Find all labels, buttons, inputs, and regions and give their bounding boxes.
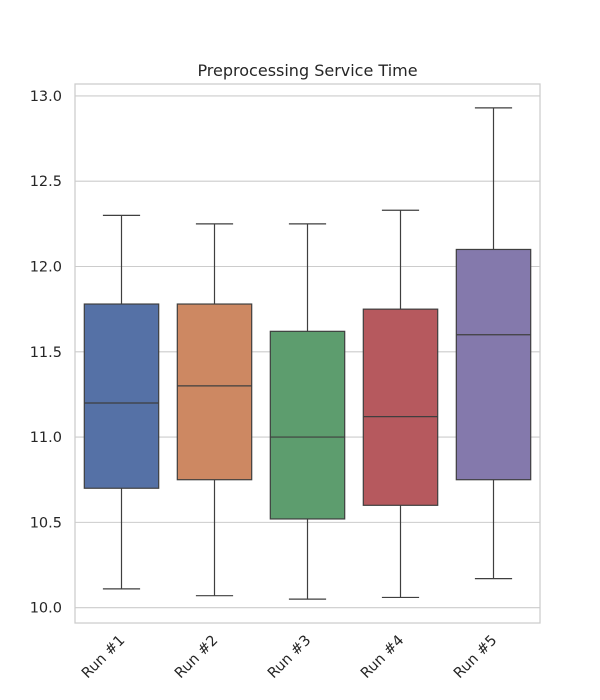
x-tick-label: Run #1 <box>79 633 128 682</box>
iqr-box <box>362 308 439 506</box>
iqr-box <box>455 248 532 481</box>
y-tick-label: 13.0 <box>30 89 62 105</box>
plot-frame <box>74 83 541 624</box>
y-tick-label: 10.5 <box>30 515 62 531</box>
x-tick-label: Run #4 <box>358 633 407 682</box>
x-axis-ticks: Run #1 Run #2 Run #3 Run #4 Run #5 <box>79 633 500 682</box>
iqr-box <box>269 330 346 520</box>
box-1 <box>83 214 160 590</box>
y-tick-label: 10.0 <box>30 601 62 617</box>
box-4 <box>362 209 439 599</box>
boxes <box>83 107 532 600</box>
chart-title: Preprocessing Service Time <box>197 61 417 80</box>
y-tick-label: 11.5 <box>30 345 62 361</box>
x-tick-label: Run #5 <box>451 633 500 682</box>
y-tick-label: 12.0 <box>30 260 62 276</box>
y-axis-ticks: 10.0 10.5 11.0 11.5 12.0 12.5 13.0 <box>30 89 62 617</box>
iqr-box <box>176 303 253 481</box>
x-tick-label: Run #3 <box>265 633 314 682</box>
box-2 <box>176 223 253 597</box>
y-tick-label: 12.5 <box>30 174 62 190</box>
iqr-box <box>83 303 160 489</box>
x-tick-label: Run #2 <box>172 633 221 682</box>
box-3 <box>269 223 346 600</box>
y-tick-label: 11.0 <box>30 430 62 446</box>
box-5 <box>455 107 532 580</box>
